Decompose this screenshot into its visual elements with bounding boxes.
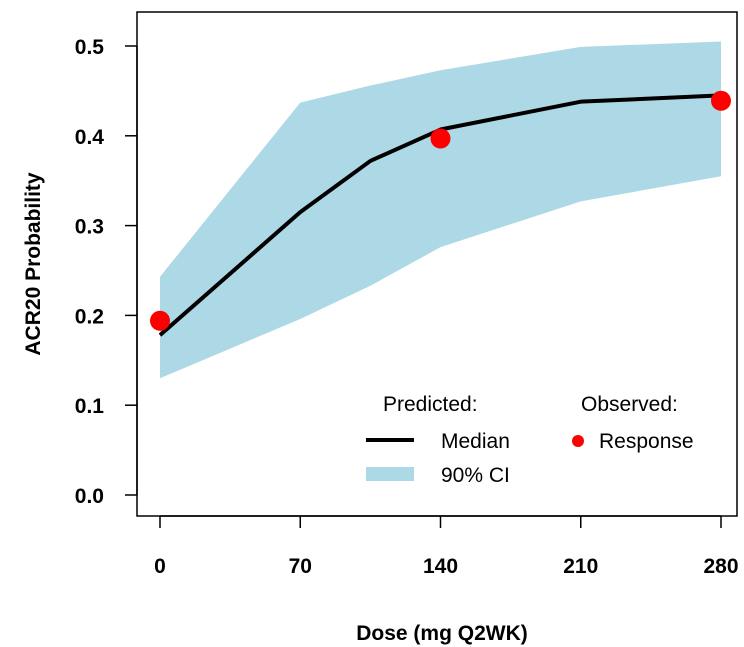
legend-predicted-header: Predicted: — [383, 393, 478, 416]
y-tick-label: 0.3 — [75, 216, 104, 239]
y-axis: 0.0 0.1 0.2 0.3 0.4 0.5 — [75, 36, 138, 508]
legend-response-swatch — [572, 435, 584, 447]
legend: Predicted: Observed: Median 90% CI Respo… — [366, 393, 694, 487]
response-point — [430, 128, 451, 149]
y-tick-label: 0.1 — [75, 395, 105, 418]
x-tick-label: 70 — [289, 555, 312, 578]
y-tick-label: 0.5 — [75, 36, 105, 59]
x-tick-label: 140 — [423, 555, 458, 578]
x-axis-title: Dose (mg Q2WK) — [356, 622, 528, 645]
legend-response-label: Response — [599, 430, 694, 453]
response-points-layer — [150, 90, 731, 331]
ci-band-layer — [160, 41, 721, 379]
median-line-layer — [158, 93, 722, 337]
x-tick-label: 210 — [563, 555, 598, 578]
y-axis-title: ACR20 Probability — [22, 172, 45, 356]
y-tick-label: 0.0 — [75, 485, 104, 508]
median-line — [158, 93, 722, 337]
ci-band-area — [160, 41, 721, 379]
x-axis: 0 70 140 210 280 — [154, 515, 739, 578]
legend-median-label: Median — [441, 430, 510, 453]
y-tick-label: 0.2 — [75, 305, 104, 328]
response-point — [150, 310, 170, 331]
legend-ci-label: 90% CI — [441, 464, 510, 487]
legend-observed-header: Observed: — [581, 393, 678, 416]
x-tick-label: 0 — [154, 555, 166, 578]
x-tick-label: 280 — [703, 555, 738, 578]
y-tick-label: 0.4 — [75, 126, 105, 149]
response-point — [711, 90, 731, 111]
